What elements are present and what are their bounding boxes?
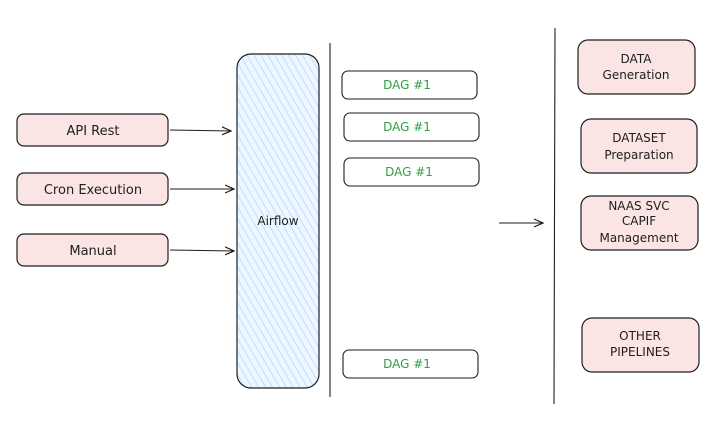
- trigger-manual: Manual: [16, 233, 169, 267]
- trigger-api-rest-label: API Rest: [66, 124, 119, 139]
- arrow-api-rest-to-airflow: [169, 130, 231, 131]
- arrow-manual-to-airflow: [169, 250, 234, 251]
- separator-right: [553, 27, 556, 405]
- trigger-api-rest: API Rest: [16, 113, 169, 147]
- pipeline-other-line-1: OTHER: [619, 329, 661, 343]
- pipeline-naas-line-2: CAPIF: [622, 214, 656, 228]
- trigger-cron-execution-label: Cron Execution: [44, 183, 142, 198]
- pipeline-naas-line-1: NAAS SVC: [608, 199, 669, 213]
- dag-box-1: DAG #1: [341, 70, 478, 100]
- trigger-cron-execution: Cron Execution: [16, 172, 169, 206]
- dag-box-2: DAG #1: [343, 112, 480, 142]
- dag-label-4: DAG #1: [383, 357, 431, 371]
- airflow-box: Airflow: [236, 53, 320, 389]
- dag-box-4: DAG #1: [342, 349, 479, 379]
- pipeline-data-generation: DATA Generation: [577, 39, 696, 95]
- dag-label-3: DAG #1: [385, 165, 433, 179]
- airflow-label: Airflow: [257, 214, 298, 228]
- pipeline-naas-line-3: Management: [599, 231, 678, 245]
- trigger-manual-label: Manual: [69, 244, 116, 259]
- pipeline-other-pipelines: OTHER PIPELINES: [581, 317, 700, 373]
- pipeline-data-generation-line-2: Generation: [603, 68, 670, 82]
- pipeline-data-generation-line-1: DATA: [621, 52, 653, 66]
- pipeline-dataset-preparation-line-2: Preparation: [604, 148, 673, 162]
- pipeline-naas-svc-capif-management: NAAS SVC CAPIF Management: [580, 195, 699, 251]
- dag-label-2: DAG #1: [383, 120, 431, 134]
- dag-box-3: DAG #1: [343, 157, 480, 187]
- pipeline-dataset-preparation: DATASET Preparation: [580, 118, 698, 174]
- dag-label-1: DAG #1: [383, 78, 431, 92]
- pipeline-dataset-preparation-line-1: DATASET: [612, 131, 666, 145]
- pipeline-other-line-2: PIPELINES: [610, 345, 670, 359]
